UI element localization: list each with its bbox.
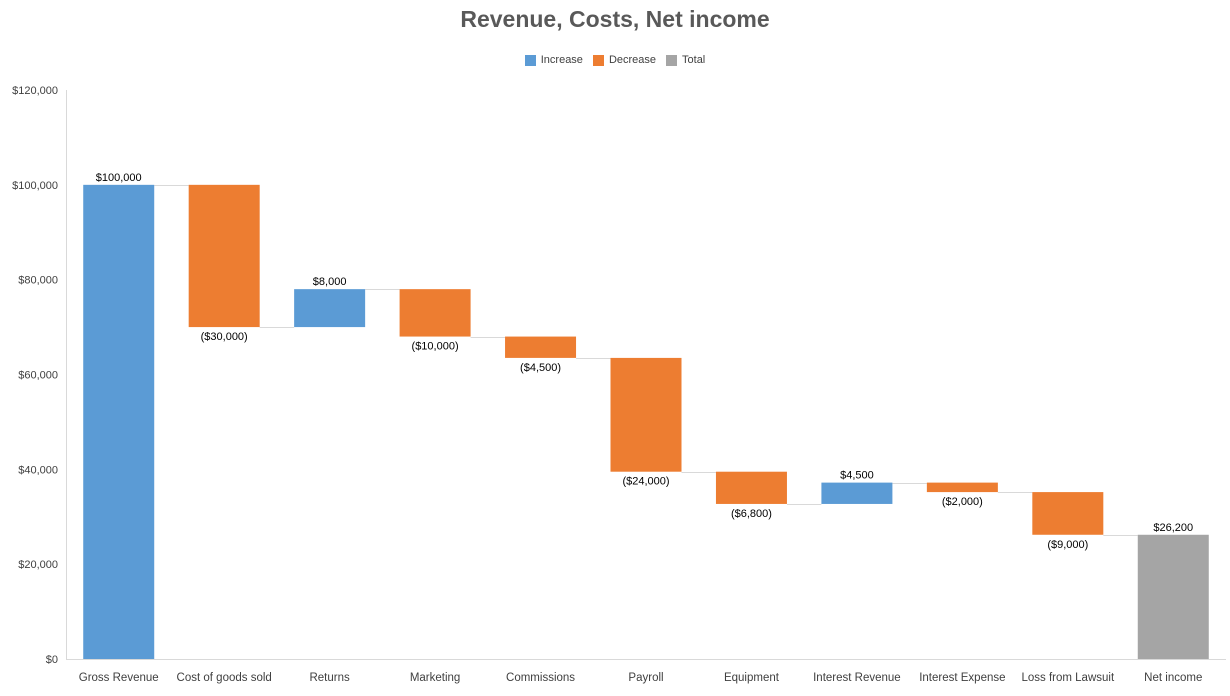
data-label: ($10,000) (412, 341, 459, 353)
data-label: ($30,000) (201, 331, 248, 343)
data-label: ($9,000) (1047, 539, 1088, 551)
bar-decrease (1032, 492, 1104, 535)
bar-decrease (715, 471, 787, 504)
bar-increase (294, 289, 366, 328)
legend-swatch-total (666, 54, 678, 66)
y-tick-label: $120,000 (12, 85, 58, 97)
data-label: ($4,500) (520, 362, 561, 374)
y-tick-label: $60,000 (18, 370, 58, 382)
x-tick-label: Returns (309, 672, 350, 684)
legend-item-increase[interactable]: Increase (524, 54, 583, 66)
data-label: $100,000 (96, 172, 142, 184)
bar-increase (83, 184, 155, 660)
bar-increase (821, 482, 893, 504)
legend-item-total[interactable]: Total (666, 54, 705, 66)
data-label: $26,200 (1153, 522, 1193, 534)
data-label: ($24,000) (622, 476, 669, 488)
x-tick-label: Commissions (506, 672, 575, 684)
x-tick-label: Equipment (724, 672, 780, 684)
x-tick-label: Interest Expense (919, 672, 1005, 684)
x-tick-label: Cost of goods sold (177, 672, 272, 684)
y-tick-label: $0 (46, 654, 58, 666)
legend: Increase Decrease Total (0, 54, 1230, 66)
bar-decrease (505, 336, 577, 358)
x-tick-label: Net income (1144, 672, 1202, 684)
legend-swatch-decrease (592, 54, 604, 66)
bar-decrease (926, 482, 998, 493)
y-tick-label: $80,000 (18, 275, 58, 287)
chart-title: Revenue, Costs, Net income (460, 6, 770, 32)
y-tick-label: $40,000 (18, 464, 58, 476)
legend-item-decrease[interactable]: Decrease (592, 54, 657, 66)
x-tick-label: Marketing (410, 672, 461, 684)
data-label: ($2,000) (942, 496, 983, 508)
y-tick-label: $100,000 (12, 180, 58, 192)
y-tick-label: $20,000 (18, 559, 58, 571)
x-tick-label: Payroll (628, 672, 663, 684)
x-tick-label: Gross Revenue (79, 672, 159, 684)
legend-label-total: Total (682, 54, 706, 66)
bar-total (1137, 534, 1209, 659)
data-label: $8,000 (313, 276, 347, 288)
legend-label-increase: Increase (540, 54, 583, 66)
legend-label-decrease: Decrease (608, 54, 657, 66)
bar-decrease (610, 357, 682, 472)
bar-decrease (399, 289, 471, 337)
data-label: $4,500 (840, 470, 874, 482)
bar-decrease (188, 184, 260, 328)
x-tick-label: Loss from Lawsuit (1021, 672, 1114, 684)
legend-swatch-increase (524, 54, 536, 66)
x-tick-label: Interest Revenue (813, 672, 901, 684)
data-label: ($6,800) (731, 508, 772, 520)
